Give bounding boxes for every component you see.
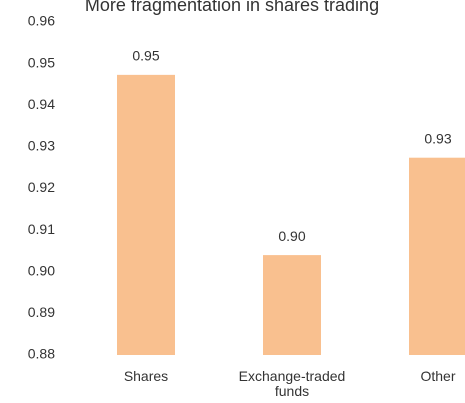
value-label: 0.95 bbox=[132, 48, 159, 64]
y-tick-label: 0.91 bbox=[28, 221, 55, 237]
y-tick-label: 0.95 bbox=[28, 54, 55, 70]
y-tick-label: 0.93 bbox=[28, 138, 55, 154]
y-tick-label: 0.90 bbox=[28, 262, 55, 278]
bar bbox=[117, 74, 175, 356]
y-tick-label: 0.94 bbox=[28, 96, 55, 112]
x-tick-label: Exchange-traded funds bbox=[238, 368, 346, 399]
chart-title: More fragmentation in shares trading bbox=[85, 0, 379, 15]
value-label: 0.93 bbox=[424, 130, 451, 146]
value-label: 0.90 bbox=[278, 228, 305, 244]
bar bbox=[409, 157, 465, 355]
bar bbox=[263, 255, 321, 355]
y-tick-label: 0.96 bbox=[28, 13, 55, 29]
y-tick-label: 0.88 bbox=[28, 346, 55, 362]
x-tick-label: Other bbox=[420, 368, 456, 384]
y-tick-label: 0.92 bbox=[28, 179, 55, 195]
x-tick-label: Shares bbox=[123, 368, 169, 384]
y-tick-label: 0.89 bbox=[28, 304, 55, 320]
